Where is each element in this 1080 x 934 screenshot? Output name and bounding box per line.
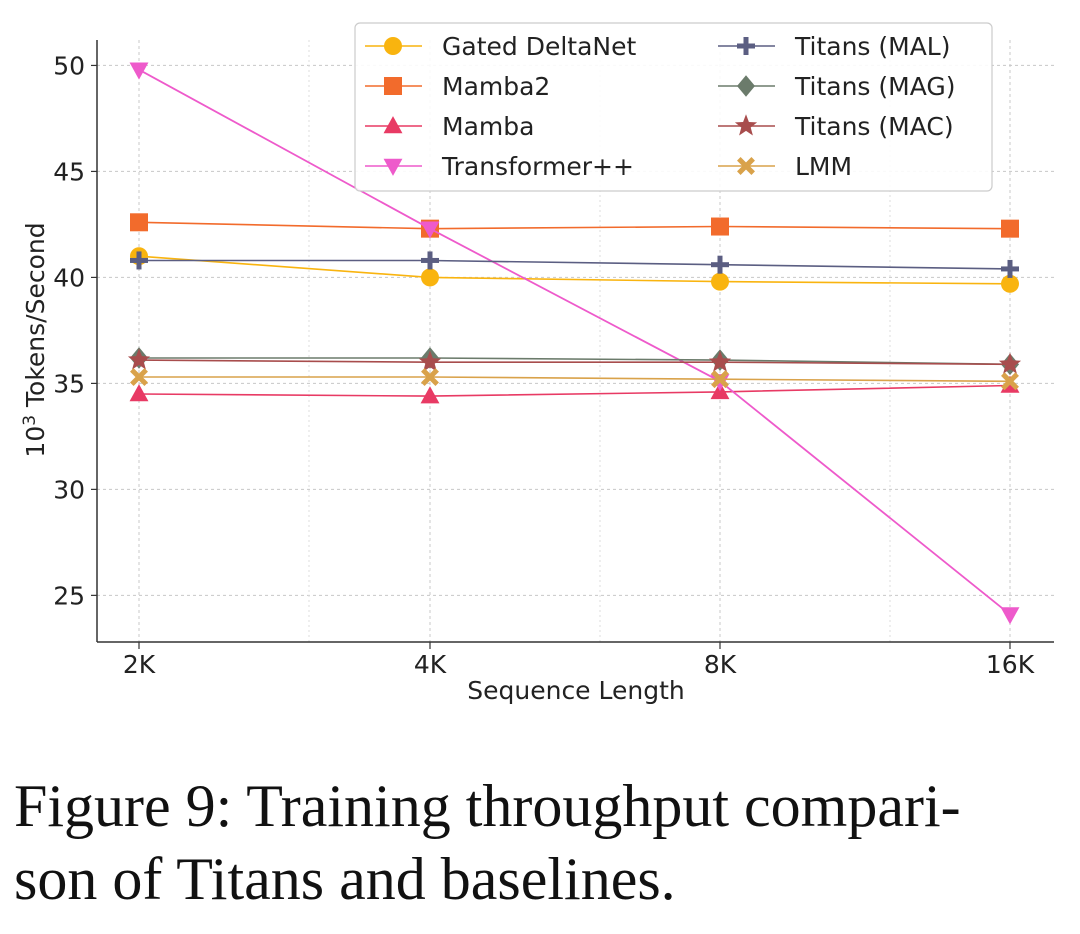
y-tick-label: 50 xyxy=(53,51,85,80)
y-tick-label: 25 xyxy=(53,581,85,610)
data-point xyxy=(420,386,440,404)
legend-marker xyxy=(737,75,755,97)
data-point xyxy=(421,268,439,287)
series-line xyxy=(138,255,1011,285)
legend-box xyxy=(354,22,993,192)
legend-entry: Transformer++ xyxy=(365,152,634,181)
series-line xyxy=(138,359,1011,366)
legend-label: Mamba xyxy=(442,112,534,141)
axes: 25 30 35 40 45 50 2K 4K 8K 16K xyxy=(53,40,1054,679)
series-titans-mac xyxy=(127,348,1022,374)
legend-entry: Mamba2 xyxy=(365,72,550,101)
data-point xyxy=(711,370,729,389)
legend-marker xyxy=(737,37,755,55)
data-point xyxy=(711,272,729,291)
data-point xyxy=(998,352,1022,374)
x-tick-label: 8K xyxy=(704,650,737,679)
legend-marker xyxy=(384,37,402,55)
legend-marker xyxy=(737,157,755,175)
data-point xyxy=(711,217,729,236)
data-point xyxy=(129,62,149,80)
series-line xyxy=(139,376,1011,383)
series-line xyxy=(139,259,1011,270)
x-axis-label: Sequence Length xyxy=(467,676,685,705)
data-point xyxy=(708,350,732,372)
legend: Gated DeltaNet Mamba2 Mamba Transformer++ Ti… xyxy=(354,22,993,192)
data-point xyxy=(130,368,148,387)
series-lmm xyxy=(130,368,1019,391)
legend-entry: Mamba xyxy=(365,112,534,141)
series-line xyxy=(138,68,1011,616)
data-point xyxy=(127,348,151,370)
data-point xyxy=(420,221,440,239)
x-tick-label: 2K xyxy=(123,650,156,679)
y-tick-label: 40 xyxy=(53,263,85,292)
data-point xyxy=(1001,219,1019,238)
series-line xyxy=(139,357,1011,366)
legend-label: Gated DeltaNet xyxy=(442,32,636,61)
data-point xyxy=(418,350,442,372)
series-gated-deltanet xyxy=(130,247,1019,293)
legend-marker xyxy=(383,116,403,134)
legend-label: Titans (MAC) xyxy=(794,112,954,141)
y-tick-label: 35 xyxy=(53,369,85,398)
legend-entry: Gated DeltaNet xyxy=(365,32,636,61)
legend-label: LMM xyxy=(795,152,852,181)
figure-caption: Figure 9: Training throughput compari- s… xyxy=(14,773,961,912)
y-axis-label: 103 Tokens/Second xyxy=(20,222,50,457)
legend-entry: LMM xyxy=(718,152,852,181)
data-point xyxy=(1001,372,1019,391)
legend-entry: Titans (MAG) xyxy=(718,72,956,101)
legend-label: Titans (MAL) xyxy=(794,32,951,61)
data-point xyxy=(711,255,729,274)
legend-marker xyxy=(384,77,402,95)
series-line xyxy=(138,221,1011,230)
series-titans-mal xyxy=(130,251,1019,278)
series-mamba2 xyxy=(130,213,1019,238)
series-line xyxy=(138,384,1011,397)
data-point xyxy=(421,368,439,387)
data-point xyxy=(1001,259,1019,278)
legend-label: Transformer++ xyxy=(441,152,634,181)
legend-marker xyxy=(383,158,403,176)
data-point xyxy=(1000,607,1020,625)
legend-entry: Titans (MAC) xyxy=(718,112,954,141)
x-tick-label: 16K xyxy=(986,650,1035,679)
y-tick-label: 30 xyxy=(53,475,85,504)
data-point xyxy=(421,251,439,270)
legend-label: Titans (MAG) xyxy=(794,72,956,101)
legend-entry: Titans (MAL) xyxy=(718,32,951,61)
throughput-chart: 25 30 35 40 45 50 2K 4K 8K 16K Gated DeltaNet Mamb… xyxy=(20,22,1054,705)
data-point xyxy=(129,384,149,402)
y-tick-label: 45 xyxy=(53,157,85,186)
series-layer xyxy=(127,62,1022,625)
legend-marker xyxy=(734,114,758,136)
data-point xyxy=(130,213,148,232)
data-point xyxy=(1001,274,1019,293)
legend-label: Mamba2 xyxy=(442,72,550,101)
x-tick-label: 4K xyxy=(414,650,447,679)
data-point xyxy=(130,251,148,270)
